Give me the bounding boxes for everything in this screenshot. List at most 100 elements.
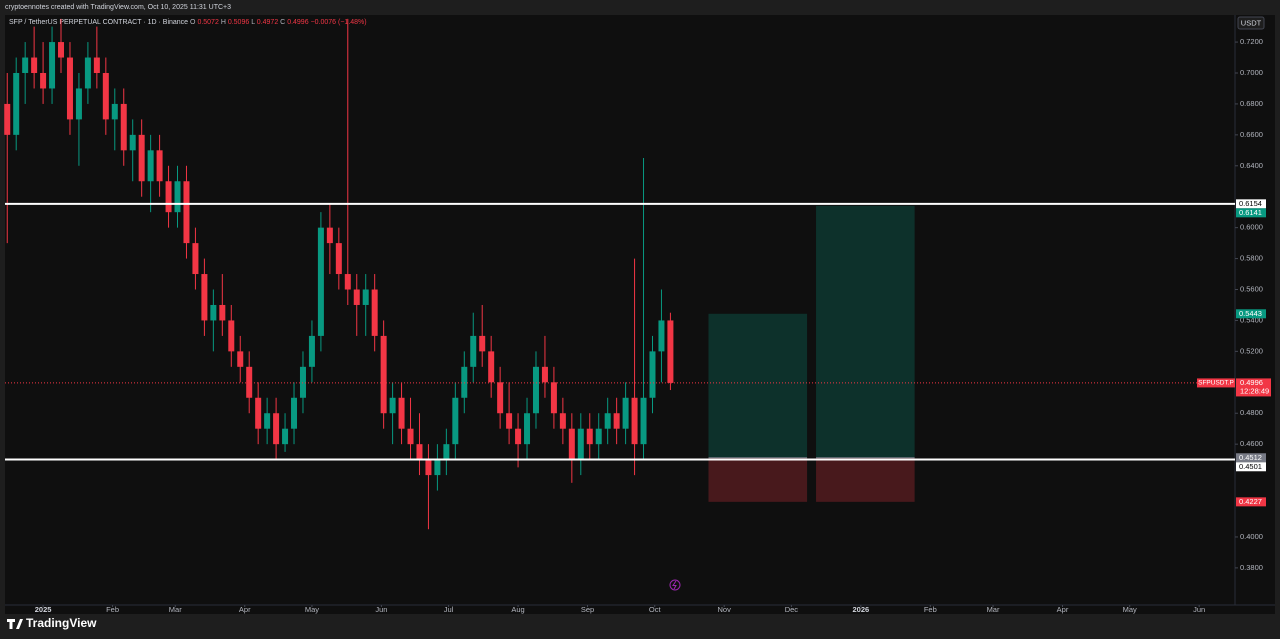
candle-body — [40, 72, 47, 89]
candle-body — [344, 274, 351, 290]
x-tick-label: Jun — [375, 605, 387, 614]
price-tag-label: 0.4227 — [1239, 497, 1262, 506]
y-tick-label: 0.4600 — [1240, 439, 1263, 448]
symbol-tag-label: SFPUSDT.P — [1198, 380, 1234, 387]
currency-button[interactable] — [1237, 16, 1265, 30]
candle-body — [506, 413, 513, 429]
candle-body — [434, 459, 441, 476]
candle-body — [532, 366, 539, 414]
y-tick-label: 0.7200 — [1240, 37, 1263, 46]
candle-body — [210, 304, 217, 321]
price-tag — [1236, 309, 1266, 319]
candle-body — [398, 397, 405, 429]
price-tag — [1236, 453, 1266, 463]
change: −0.0076 (−1.48%) — [311, 19, 367, 26]
y-tick-label: 0.6800 — [1240, 99, 1263, 108]
candle-body — [273, 413, 280, 445]
candle-body — [586, 428, 593, 445]
candle-body — [461, 366, 468, 398]
candle-body — [174, 181, 181, 213]
candle-body — [416, 444, 423, 460]
logo-mark — [7, 619, 23, 629]
candle-body — [326, 227, 333, 244]
candle-body — [228, 320, 235, 352]
legend: SFP / TetherUS PERPETUAL CONTRACT · 1D ·… — [9, 19, 367, 26]
candle-body — [470, 335, 477, 367]
price-tag — [1236, 199, 1266, 209]
candle-body — [362, 289, 369, 305]
ohlc-value: 0.5072 — [197, 19, 219, 26]
candle-body — [640, 397, 647, 445]
candle-body — [192, 243, 199, 275]
price-tag-label: 0.6154 — [1239, 199, 1262, 208]
candle-body — [541, 366, 548, 383]
candle-body — [237, 351, 244, 367]
loss-zone — [816, 457, 915, 502]
candle-body — [22, 57, 29, 73]
candle-body — [658, 320, 665, 352]
y-tick-label: 0.5200 — [1240, 346, 1263, 355]
candle-body — [129, 134, 136, 151]
candle-body — [389, 397, 396, 414]
x-tick-label: Apr — [1057, 605, 1069, 614]
candle-body — [425, 459, 432, 476]
currency[interactable]: USDT — [1241, 18, 1262, 27]
candle-body — [147, 150, 154, 182]
candle-body — [58, 42, 65, 58]
price-tag — [1236, 462, 1266, 472]
price-tag-label: 0.5443 — [1239, 309, 1262, 318]
price-tag-label: 0.4501 — [1239, 462, 1262, 471]
candle-body — [246, 366, 253, 398]
candle-body — [75, 88, 82, 120]
x-tick-label: May — [1123, 605, 1137, 614]
event-icon[interactable] — [669, 579, 681, 591]
x-tick-label: Jul — [444, 605, 454, 614]
ohlc-key: L — [251, 19, 255, 26]
x-tick-label: Oct — [649, 605, 662, 614]
ohlc-key: H — [221, 19, 226, 26]
candle-body — [604, 413, 611, 429]
candle-body — [613, 413, 620, 429]
y-tick-label: 0.7000 — [1240, 68, 1263, 77]
candle-body — [559, 413, 566, 429]
candle-body — [219, 304, 226, 321]
candle-body — [264, 413, 271, 429]
candle-body — [93, 57, 100, 73]
y-tick-label: 0.5600 — [1240, 284, 1263, 293]
candle-body — [102, 72, 109, 120]
chart-pane — [5, 15, 1275, 614]
candle-body — [138, 134, 145, 182]
y-tick-label: 0.5800 — [1240, 254, 1263, 263]
candle-body — [595, 428, 602, 445]
x-tick-label: Feb — [106, 605, 119, 614]
brand: TradingView — [26, 616, 97, 630]
candle-body — [380, 335, 387, 414]
candle-body — [631, 397, 638, 445]
candle-body — [13, 72, 20, 135]
candle-body — [515, 428, 522, 445]
candle-body — [84, 57, 91, 89]
candle-body — [156, 150, 163, 182]
y-tick-label: 0.6000 — [1240, 223, 1263, 232]
logo — [7, 619, 23, 629]
x-tick-label: Nov — [718, 605, 732, 614]
candle-body — [568, 428, 575, 460]
x-tick-label: Sep — [581, 605, 594, 614]
candle-body — [371, 289, 378, 336]
profit-zone — [816, 205, 915, 458]
y-tick-label: 0.3800 — [1240, 563, 1263, 572]
candle-body — [497, 382, 504, 414]
price-tag — [1236, 378, 1271, 397]
candle-body — [31, 57, 38, 73]
candle-body — [353, 289, 360, 305]
ohlc-key: C — [280, 19, 285, 26]
x-tick-label: Jun — [1193, 605, 1205, 614]
candle-body — [282, 428, 289, 445]
candle-body — [165, 181, 172, 213]
candle-body — [255, 397, 262, 429]
price-tag-label: 0.6141 — [1239, 208, 1262, 217]
candle-body — [299, 366, 306, 398]
symbol: SFP / TetherUS PERPETUAL CONTRACT · 1D ·… — [9, 19, 188, 26]
symbol-tag — [1197, 378, 1235, 388]
